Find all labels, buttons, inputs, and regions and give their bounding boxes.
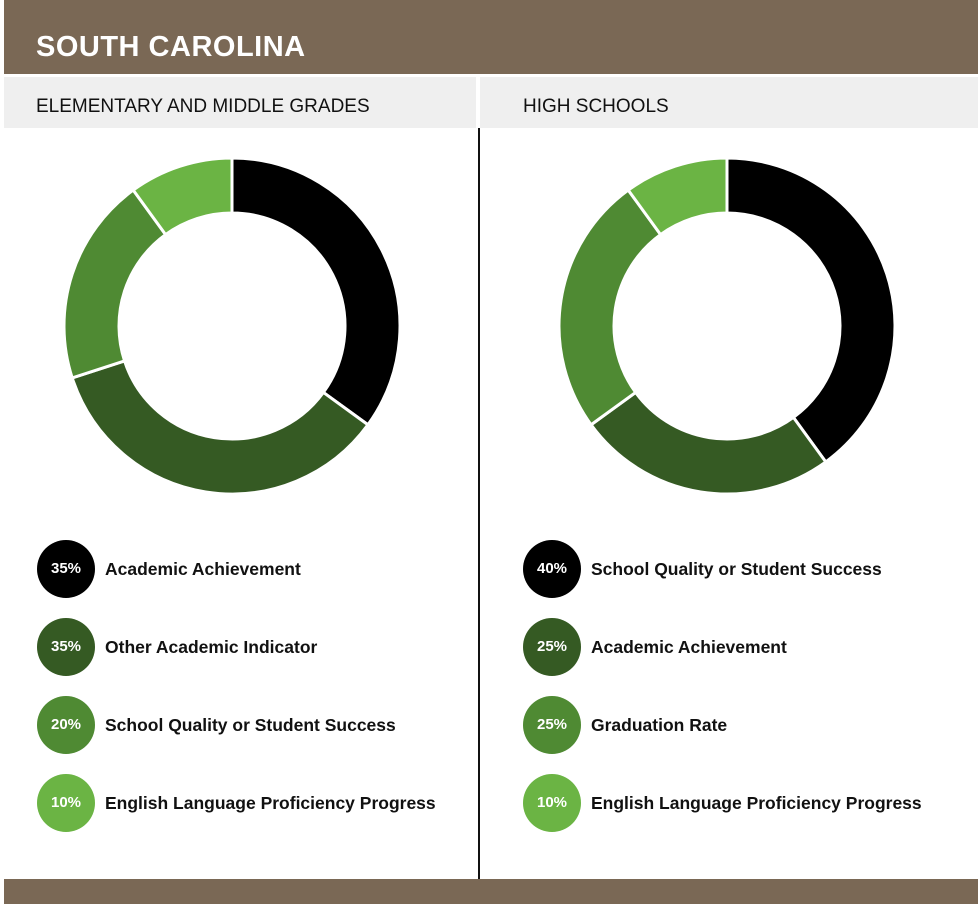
donut-chart-elementary (62, 156, 402, 496)
legend-item: 35% Other Academic Indicator (37, 618, 477, 676)
donut-slice-english-language-proficiency-progress (626, 156, 729, 237)
donut-slice-academic-achievement (230, 156, 402, 427)
donut-slice-academic-achievement (588, 390, 828, 496)
percent-badge: 35% (37, 540, 95, 598)
page-title: SOUTH CAROLINA (36, 31, 306, 63)
percent-badge: 10% (523, 774, 581, 832)
donut-slice-graduation-rate (557, 187, 663, 427)
legend-label: English Language Proficiency Progress (105, 793, 436, 813)
percent-badge: 40% (523, 540, 581, 598)
legend-label: Other Academic Indicator (105, 637, 318, 657)
legend-item: 40% School Quality or Student Success (523, 540, 963, 598)
legend-high-school: 40% School Quality or Student Success 25% A… (523, 540, 973, 840)
donut-slice-other-academic-indicator (70, 359, 371, 496)
percent-badge: 20% (37, 696, 95, 754)
donut-slice-school-quality-or-student-success (725, 156, 897, 465)
left-panel-header: ELEMENTARY AND MIDDLE GRADES (4, 77, 476, 128)
percent-badge: 25% (523, 618, 581, 676)
panel-divider (478, 128, 480, 879)
legend-label: Graduation Rate (591, 715, 728, 735)
title-bar: SOUTH CAROLINA (4, 0, 978, 74)
left-panel-title: ELEMENTARY AND MIDDLE GRADES (36, 96, 370, 117)
legend-label: Academic Achievement (105, 559, 301, 579)
legend-item: 25% Graduation Rate (523, 696, 963, 754)
legend-item: 20% School Quality or Student Success (37, 696, 477, 754)
right-panel-header: HIGH SCHOOLS (480, 77, 978, 128)
footer-bar (4, 879, 978, 904)
donut-slice-school-quality-or-student-success (62, 187, 168, 380)
legend-item: 10% English Language Proficiency Progress (37, 774, 477, 832)
legend-item: 25% Academic Achievement (523, 618, 963, 676)
percent-badge: 25% (523, 696, 581, 754)
right-panel-title: HIGH SCHOOLS (523, 96, 669, 117)
legend-label: School Quality or Student Success (105, 715, 396, 735)
legend-item: 35% Academic Achievement (37, 540, 477, 598)
percent-badge: 10% (37, 774, 95, 832)
legend-label: Academic Achievement (591, 637, 787, 657)
legend-label: English Language Proficiency Progress (591, 793, 922, 813)
legend-label: School Quality or Student Success (591, 559, 882, 579)
legend-elementary: 35% Academic Achievement 35% Other Academic… (37, 540, 477, 840)
legend-item: 10% English Language Proficiency Progress (523, 774, 963, 832)
donut-slice-english-language-proficiency-progress (131, 156, 234, 237)
percent-badge: 35% (37, 618, 95, 676)
donut-chart-high-school (557, 156, 897, 496)
